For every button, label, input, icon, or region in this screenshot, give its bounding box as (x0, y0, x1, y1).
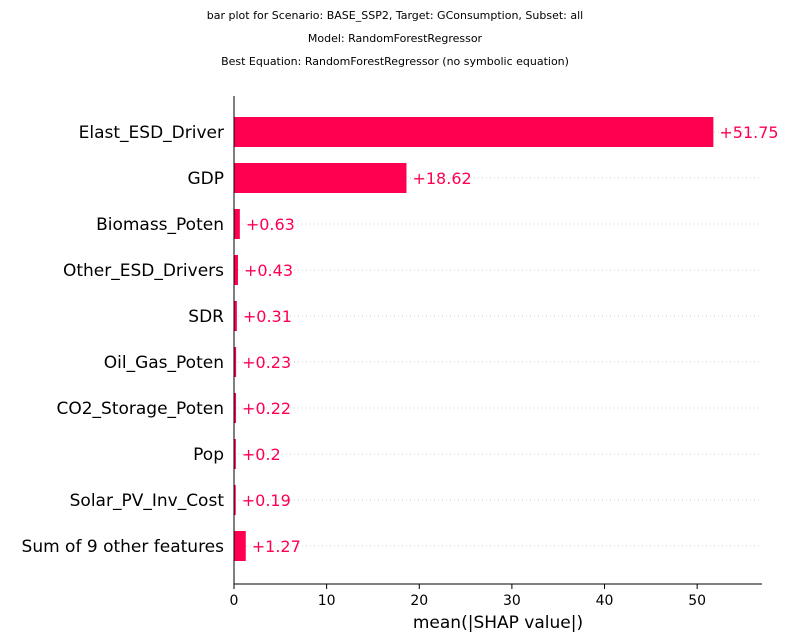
category-label: Pop (193, 445, 224, 465)
value-label: +0.31 (243, 307, 292, 326)
chart-subtitle-model: Model: RandomForestRegressor (307, 32, 483, 45)
category-label: Solar_PV_Inv_Cost (70, 491, 225, 511)
value-label: +0.19 (242, 491, 291, 510)
bar (234, 439, 236, 469)
x-tick-label: 10 (318, 593, 336, 609)
category-label: Sum of 9 other features (22, 537, 225, 557)
category-label: Biomass_Poten (96, 215, 224, 235)
x-tick-label: 30 (503, 593, 521, 609)
value-label: +0.23 (242, 353, 291, 372)
value-label: +0.2 (242, 445, 281, 464)
bar (234, 255, 238, 285)
x-tick-label: 20 (410, 593, 428, 609)
bar (234, 485, 236, 515)
category-label: Oil_Gas_Poten (104, 353, 224, 373)
category-label: GDP (187, 169, 224, 189)
bar (234, 393, 237, 423)
bar (234, 117, 714, 147)
x-axis-label: mean(|SHAP value|) (413, 613, 583, 633)
bar (234, 347, 237, 377)
x-tick-label: 0 (230, 593, 239, 609)
x-tick-label: 50 (688, 593, 706, 609)
value-label: +0.43 (244, 261, 293, 280)
category-labels: Elast_ESD_Driver GDP Biomass_Poten Other_ES… (22, 123, 225, 557)
bar (234, 163, 407, 193)
bar (234, 301, 237, 331)
value-label: +51.75 (719, 123, 778, 142)
category-label: Elast_ESD_Driver (79, 123, 224, 143)
chart-subtitle-equation: Best Equation: RandomForestRegressor (no… (221, 55, 569, 68)
row-guides (234, 131, 762, 547)
x-tick-label: 40 (596, 593, 614, 609)
category-label: CO2_Storage_Poten (56, 399, 224, 419)
bar (234, 531, 246, 561)
bar (234, 209, 240, 239)
value-label: +1.27 (252, 537, 301, 556)
category-label: SDR (188, 307, 224, 327)
value-labels: +51.75 +18.62 +0.63 +0.43 +0.31 +0.23 +0.22 +0.… (242, 123, 779, 556)
value-label: +18.62 (412, 169, 471, 188)
bars (234, 117, 714, 561)
value-label: +0.22 (242, 399, 291, 418)
chart-title: bar plot for Scenario: BASE_SSP2, Target… (206, 9, 584, 22)
category-label: Other_ESD_Drivers (63, 261, 224, 281)
axes: 0 10 20 30 40 50 mean(|SHAP value|) (230, 96, 762, 633)
value-label: +0.63 (246, 215, 295, 234)
